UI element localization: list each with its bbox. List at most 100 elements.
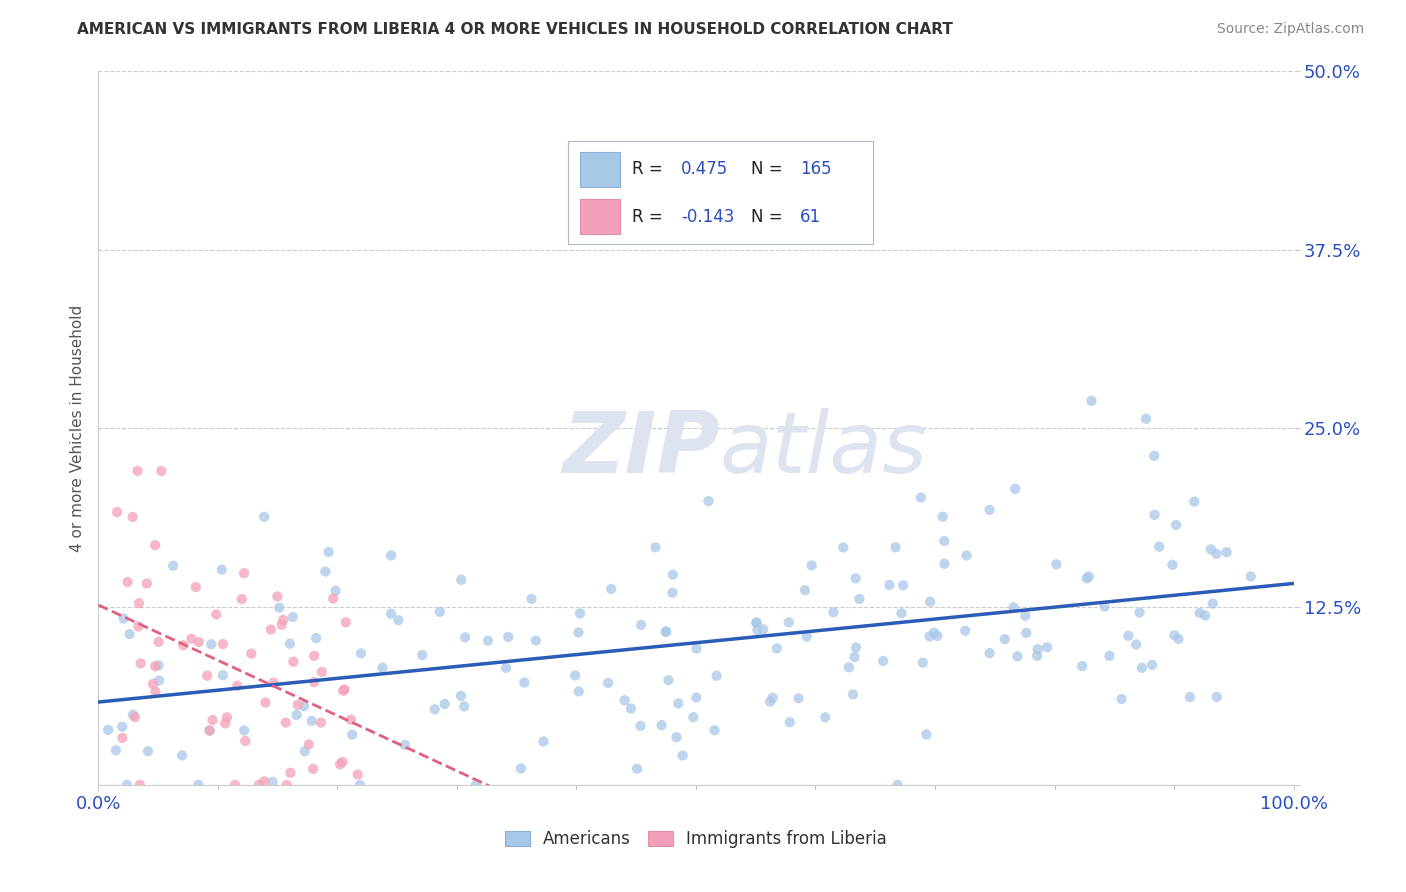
Point bbox=[180, 632, 202, 646]
Point bbox=[198, 723, 221, 738]
Point bbox=[212, 637, 235, 651]
Point bbox=[124, 710, 146, 724]
Point bbox=[349, 778, 371, 792]
Point bbox=[322, 591, 344, 606]
Point bbox=[148, 635, 170, 649]
Point bbox=[224, 778, 246, 792]
Point bbox=[823, 605, 845, 619]
Point bbox=[1143, 508, 1166, 522]
Point bbox=[848, 591, 870, 606]
Point bbox=[205, 607, 228, 622]
Text: atlas: atlas bbox=[720, 408, 928, 491]
Point bbox=[170, 748, 193, 763]
Point bbox=[495, 661, 517, 675]
Point bbox=[665, 730, 688, 744]
Point bbox=[309, 715, 332, 730]
Point bbox=[778, 615, 800, 630]
Y-axis label: 4 or more Vehicles in Household: 4 or more Vehicles in Household bbox=[69, 304, 84, 552]
Point bbox=[311, 665, 333, 679]
Point bbox=[201, 713, 224, 727]
Point bbox=[1036, 640, 1059, 655]
Point bbox=[302, 675, 325, 690]
Point bbox=[845, 571, 868, 585]
Point bbox=[1080, 393, 1102, 408]
Point bbox=[567, 625, 589, 640]
Point bbox=[655, 624, 678, 639]
Point bbox=[655, 625, 678, 640]
Point bbox=[979, 503, 1001, 517]
Point bbox=[453, 699, 475, 714]
Point bbox=[1002, 600, 1025, 615]
Point bbox=[934, 557, 956, 571]
Text: R =: R = bbox=[633, 161, 662, 178]
Text: R =: R = bbox=[633, 208, 662, 226]
Point bbox=[143, 538, 166, 552]
Point bbox=[270, 618, 292, 632]
Point bbox=[342, 728, 364, 742]
Point bbox=[450, 573, 472, 587]
Point bbox=[910, 491, 932, 505]
Point bbox=[531, 734, 554, 748]
Point bbox=[1026, 642, 1049, 657]
Point bbox=[298, 738, 321, 752]
Point bbox=[1240, 569, 1263, 583]
Point bbox=[127, 464, 149, 478]
Point bbox=[318, 545, 340, 559]
Point bbox=[1128, 606, 1150, 620]
Point bbox=[814, 710, 837, 724]
Point bbox=[104, 743, 127, 757]
Point bbox=[685, 690, 707, 705]
Point bbox=[122, 707, 145, 722]
Point bbox=[128, 596, 150, 610]
Point bbox=[269, 600, 291, 615]
Point bbox=[325, 583, 347, 598]
Point bbox=[1004, 482, 1026, 496]
Point bbox=[111, 731, 134, 745]
Point bbox=[280, 765, 302, 780]
Point bbox=[1143, 449, 1166, 463]
Point bbox=[198, 723, 221, 738]
Point bbox=[148, 673, 170, 688]
Point bbox=[276, 778, 298, 792]
Point bbox=[920, 595, 942, 609]
Point bbox=[200, 637, 222, 651]
Point bbox=[911, 656, 934, 670]
Point bbox=[129, 657, 152, 671]
Point bbox=[329, 757, 352, 772]
FancyBboxPatch shape bbox=[581, 152, 620, 186]
Point bbox=[524, 633, 547, 648]
Point bbox=[274, 715, 297, 730]
Text: N =: N = bbox=[751, 208, 783, 226]
Point bbox=[630, 719, 652, 733]
Point bbox=[879, 578, 901, 592]
Point bbox=[1182, 494, 1205, 508]
Point bbox=[931, 509, 953, 524]
Point bbox=[1178, 690, 1201, 704]
Point bbox=[934, 533, 956, 548]
Point bbox=[162, 558, 184, 573]
Text: 0.475: 0.475 bbox=[681, 161, 728, 178]
Point bbox=[890, 607, 912, 621]
Point bbox=[1202, 597, 1225, 611]
Point bbox=[1118, 629, 1140, 643]
Text: Source: ZipAtlas.com: Source: ZipAtlas.com bbox=[1216, 22, 1364, 37]
Point bbox=[800, 558, 823, 573]
Point bbox=[117, 575, 139, 590]
Point bbox=[1007, 649, 1029, 664]
Point bbox=[884, 541, 907, 555]
Point bbox=[661, 586, 683, 600]
Point bbox=[1098, 648, 1121, 663]
Point bbox=[568, 607, 591, 621]
Point bbox=[394, 738, 416, 752]
Point bbox=[838, 660, 860, 674]
Point bbox=[644, 541, 666, 555]
Point bbox=[233, 723, 256, 738]
Point bbox=[620, 701, 643, 715]
Point bbox=[844, 650, 866, 665]
Point bbox=[314, 565, 336, 579]
Point bbox=[127, 619, 149, 633]
Point bbox=[302, 648, 325, 663]
Point bbox=[233, 734, 256, 748]
Point bbox=[787, 691, 810, 706]
Point bbox=[340, 713, 363, 727]
